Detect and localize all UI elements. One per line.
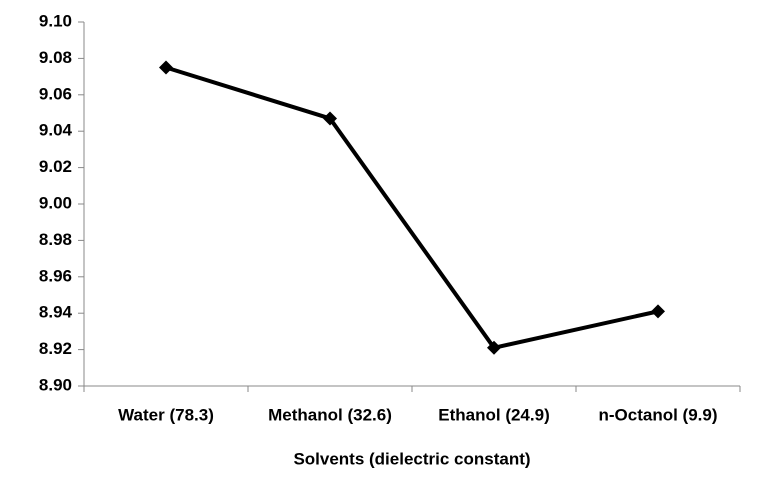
y-tick-label: 9.00 xyxy=(39,193,72,212)
x-tick-label: Methanol (32.6) xyxy=(268,405,392,424)
y-tick-label: 9.04 xyxy=(39,121,73,140)
y-tick-label: 9.02 xyxy=(39,157,72,176)
marker xyxy=(651,304,665,319)
x-tick-label: Water (78.3) xyxy=(118,405,214,424)
x-tick-label: Ethanol (24.9) xyxy=(438,405,549,424)
marker xyxy=(159,60,173,75)
y-tick-label: 8.96 xyxy=(39,266,72,285)
y-tick-label: 9.06 xyxy=(39,84,72,103)
marker xyxy=(487,340,501,355)
y-tick-label: 9.08 xyxy=(39,48,72,67)
y-tick-label: 8.90 xyxy=(39,375,72,394)
x-tick-label: n-Octanol (9.9) xyxy=(598,405,717,424)
marker xyxy=(323,111,337,126)
y-tick-label: 9.10 xyxy=(39,11,72,30)
y-tick-label: 8.92 xyxy=(39,339,72,358)
data-line xyxy=(165,65,659,350)
y-tick-label: 8.98 xyxy=(39,230,72,249)
y-tick-label: 8.94 xyxy=(39,303,73,322)
x-axis-label: Solvents (dielectric constant) xyxy=(293,449,530,468)
